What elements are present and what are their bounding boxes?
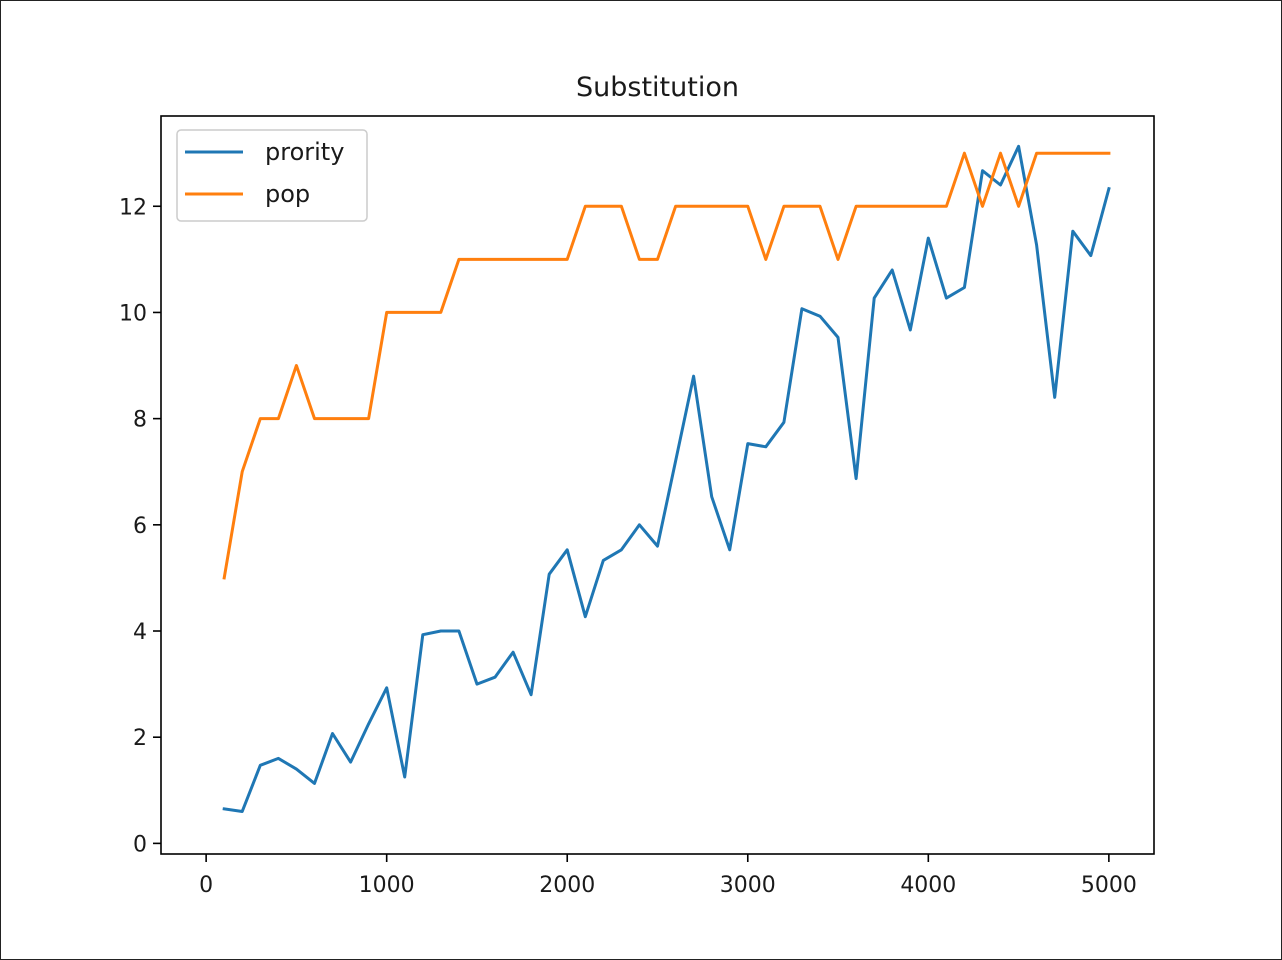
axes-layer: 0 1000 2000 3000 4000 5000 0 2 4 6 8 10 12 <box>119 195 1137 898</box>
y-tick-label: 12 <box>119 195 147 220</box>
chart-title: Substitution <box>576 72 739 103</box>
series-layer <box>222 144 1111 813</box>
legend-label-pop: pop <box>265 180 310 208</box>
x-tick-label: 1000 <box>359 873 415 898</box>
series-line-prority <box>222 144 1111 813</box>
legend: prority pop <box>176 129 368 222</box>
y-tick-label: 6 <box>133 514 147 539</box>
y-tick-label: 4 <box>133 620 147 645</box>
y-tick-label: 0 <box>133 832 147 857</box>
series-line-pop <box>222 151 1111 580</box>
plot-frame <box>160 115 1155 855</box>
x-tick-label: 0 <box>199 873 213 898</box>
y-tick-label: 8 <box>133 408 147 433</box>
x-tick-label: 3000 <box>720 873 776 898</box>
x-tick-label: 4000 <box>900 873 956 898</box>
x-tick-label: 2000 <box>539 873 595 898</box>
legend-label-prority: prority <box>265 138 344 166</box>
y-tick-label: 10 <box>119 301 147 326</box>
y-tick-label: 2 <box>133 726 147 751</box>
x-tick-label: 5000 <box>1081 873 1137 898</box>
